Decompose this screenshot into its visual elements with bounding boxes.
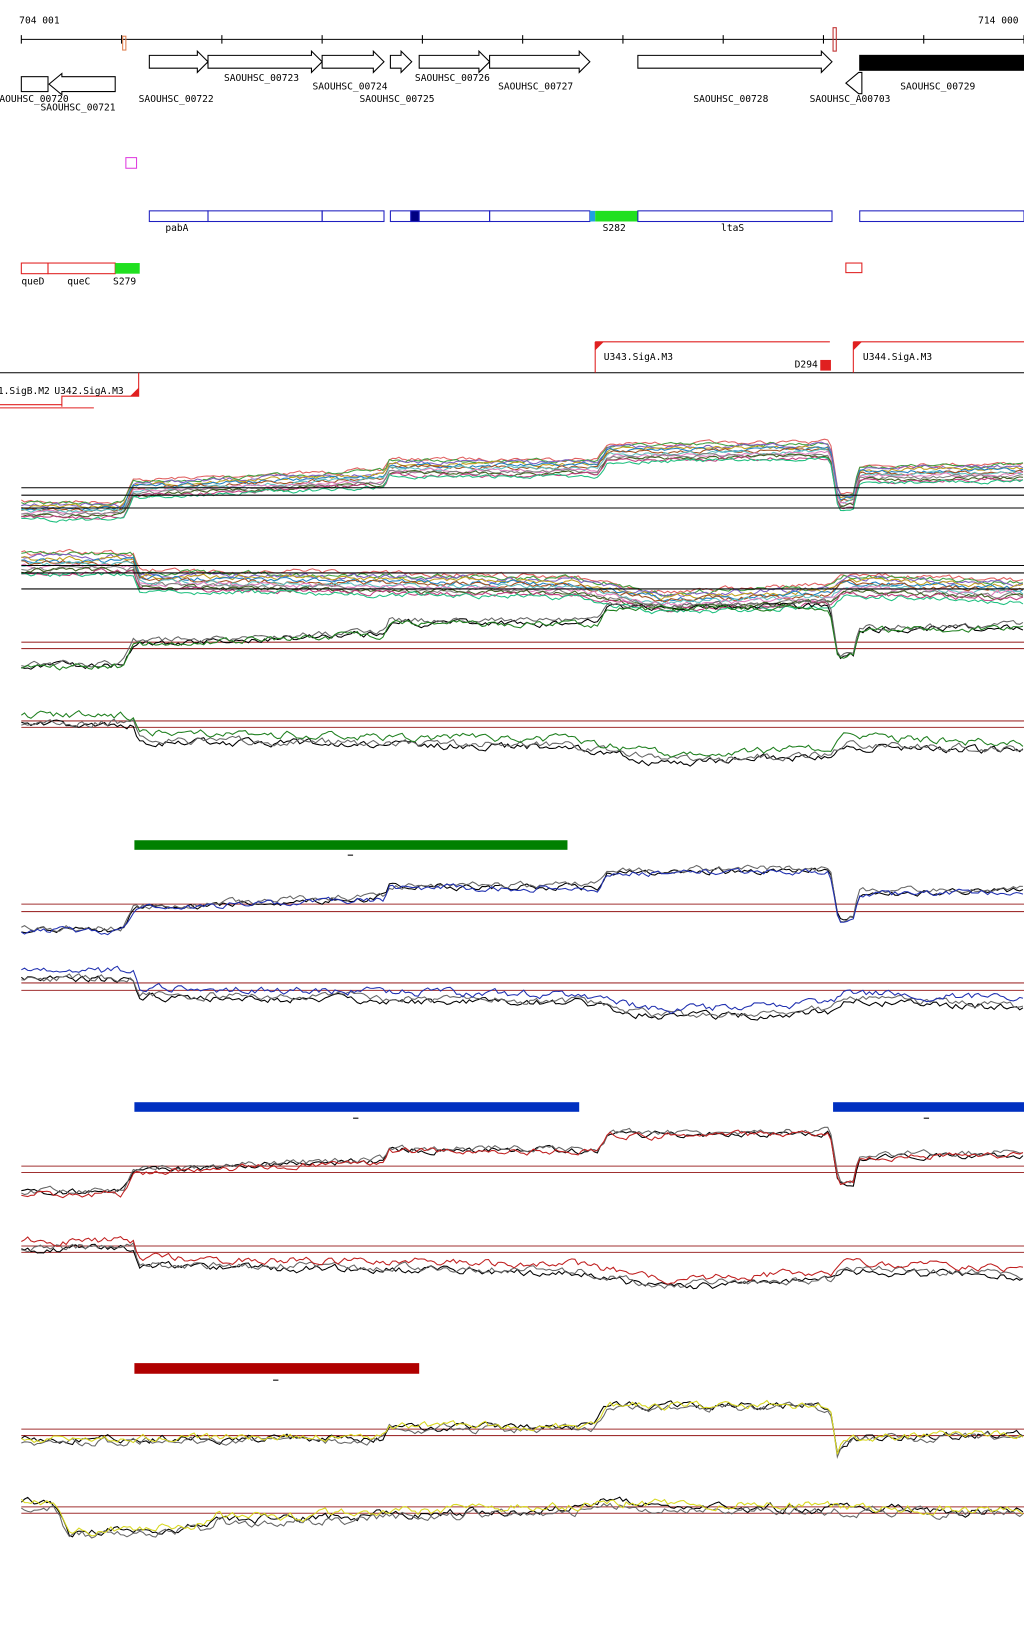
segment-label: queC (67, 276, 90, 287)
gene-label: SAOUHSC_00722 (139, 94, 214, 105)
profile-line (21, 864, 1023, 933)
promoter-label: U342.SigA.M3 (54, 386, 123, 397)
profile-line (21, 1129, 1024, 1199)
profile-line (21, 448, 1024, 513)
profile-line (21, 718, 1024, 764)
profile-line (21, 604, 1024, 671)
promoter-label: 1.SigB.M2 (0, 386, 50, 397)
gene-label: SAOUHSC_00729 (900, 81, 975, 92)
segment-label: pabA (165, 223, 188, 234)
profile-line (21, 867, 1024, 936)
gene-track (20, 27, 1024, 96)
profile-line (21, 1126, 1023, 1196)
start-coordinate: 704 001 (19, 15, 60, 26)
promoter-track (0, 341, 1024, 409)
cluster-bar (134, 840, 568, 850)
profile-line (21, 555, 1024, 601)
marker (125, 157, 138, 169)
promoter-label: U344.SigA.M3 (863, 352, 932, 363)
profile-line (21, 1400, 1024, 1454)
profile-line (21, 446, 1024, 511)
gene-label: SAOUHSC_00727 (498, 81, 573, 92)
cluster-bar (134, 1363, 420, 1374)
profile-line (21, 550, 1024, 597)
profile-line (21, 1130, 1024, 1196)
cluster-bar (134, 1102, 580, 1112)
profile-line (21, 563, 1024, 607)
segment-label: queD (21, 276, 44, 287)
profile-line (21, 602, 1024, 670)
gene-label: SAOUHSC_00720 (0, 94, 69, 105)
gene-label: SAOUHSC_00725 (359, 94, 434, 105)
plus-segments (148, 210, 1024, 223)
profile-line (21, 455, 1023, 520)
profile-line (20, 1498, 1024, 1537)
profile-line (21, 1502, 1024, 1539)
segment-label: S282 (603, 223, 626, 234)
gene-label: SAOUHSC_00721 (41, 103, 116, 114)
profile-line (21, 548, 1024, 594)
profile-line (21, 571, 1024, 615)
profile-line (21, 1242, 1024, 1289)
profile-line (21, 965, 1024, 1014)
segment-label: S279 (113, 276, 136, 287)
profile-line (21, 560, 1024, 603)
profile-line (21, 566, 1024, 613)
promoter-label: D294 (795, 359, 818, 370)
profile-line (20, 1496, 1024, 1538)
gene-label: SAOUHSC_00726 (415, 73, 490, 84)
profile-line (21, 1399, 1024, 1455)
gene-label: SAOUHSC_00723 (224, 73, 299, 84)
minus-segments (20, 262, 863, 275)
gene-label: SAOUHSC_00728 (693, 94, 768, 105)
expression-plots (20, 438, 1024, 1539)
profile-line (21, 560, 1024, 606)
profile-line (21, 973, 1024, 1018)
profile-line (21, 709, 1024, 758)
profile-line (21, 568, 1024, 613)
cluster-bar (833, 1102, 1024, 1112)
gene-label: SAOUHSC_A00703 (810, 94, 891, 105)
profile-line (21, 598, 1024, 668)
gene-label: SAOUHSC_00724 (313, 81, 388, 92)
segment-label: ltaS (721, 223, 744, 234)
profile-line (21, 1235, 1024, 1285)
promoter-label: U343.SigA.M3 (604, 352, 673, 363)
end-coordinate: 714 000 (978, 15, 1019, 26)
profile-line (21, 866, 1024, 934)
